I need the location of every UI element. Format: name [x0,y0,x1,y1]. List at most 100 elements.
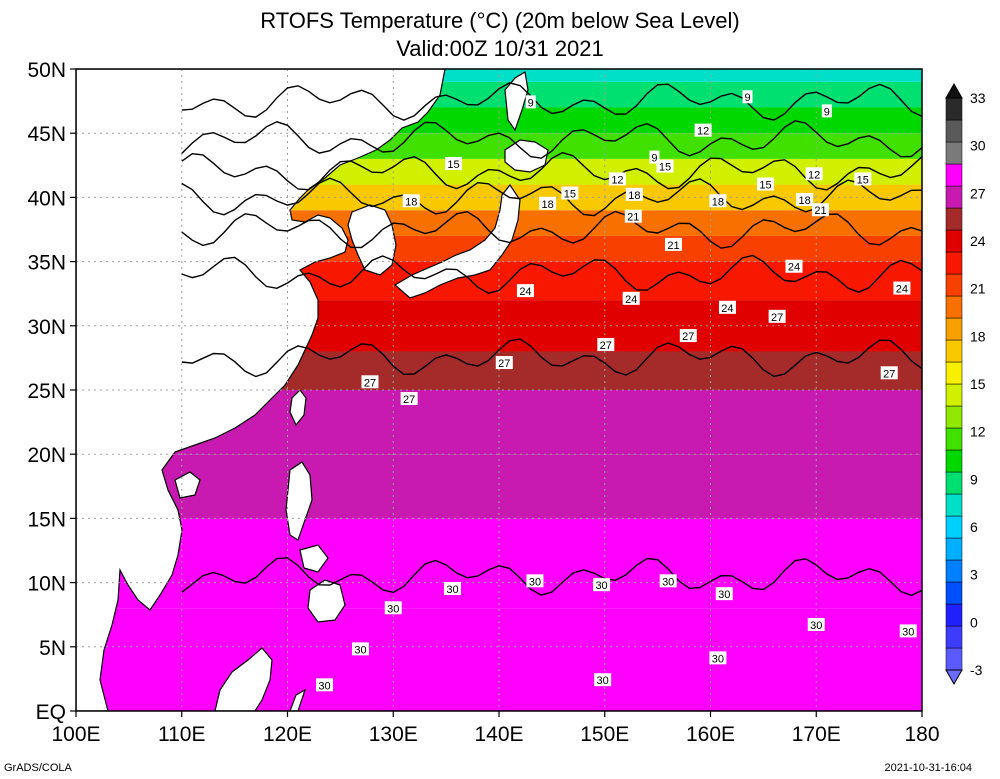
contour-label-bg [756,177,774,191]
contour-label: 27 [364,377,376,389]
contour-label-bg [796,192,814,206]
sakhalin [504,71,529,132]
contour-label-bg [351,642,369,656]
x-tick-label: 150E [580,723,629,746]
colorbar-swatch [945,163,963,187]
colorbar-swatch [945,515,963,539]
contour-label-bg [593,578,611,592]
contour-label: 15 [564,189,576,201]
contour-label-bg [608,172,626,186]
contour-label: 30 [712,653,724,665]
x-tick-label: 130E [369,723,418,746]
colorbar-swatch [945,185,963,209]
contour-label-bg [525,95,536,109]
contour-label-bg [768,309,786,323]
contour-lines [181,82,922,597]
colorbar-swatch [945,229,963,253]
x-tick-label: 120E [263,723,312,746]
contour-labels: 9 9 9 9 12 12 12 15 15 15 15 15 18 18 18 18 18 21 21 21 24 24… [316,90,917,692]
contour-label-bg [785,259,803,273]
colorbar-swatch [945,625,963,649]
asia-mainland [76,69,446,711]
colorbar-swatch [945,119,963,143]
contour-label-bg [742,90,753,104]
colorbar-label: 27 [970,185,986,201]
colorbar-label: 15 [970,376,986,392]
colorbar-label: 9 [970,471,978,487]
contour-label-bg [622,291,640,305]
contour-label-bg [805,167,823,181]
y-tick-label: 25N [27,380,66,403]
contour-label-bg [821,104,832,118]
colorbar-swatch [945,449,963,473]
colorbar-swatch [945,251,963,275]
contour-label-bg [899,624,917,638]
colorbar-swatch [945,559,963,583]
colorbar-label: 12 [970,424,986,440]
contour-label-bg [443,582,461,596]
colorbar-swatch [945,361,963,385]
contour-label-bg [893,281,911,295]
x-tick-label: 180 [904,723,939,746]
contour-label: 30 [387,603,399,615]
colorbar-label: 33 [970,90,986,106]
contour-label: 30 [662,576,674,588]
contour-label-bg [709,651,727,665]
x-tick-label: 110E [158,723,206,746]
colorbar-swatch [945,427,963,451]
x-tick-label: 170E [792,723,841,746]
contour-label: 18 [712,196,724,208]
contour-label-bg [811,203,829,217]
axes: 100E 110E 120E 130E 140E 150E 160E 170E 180 EQ 5N 1… [27,59,939,746]
y-tick-label: 35N [27,252,66,275]
contour-label: 27 [403,394,415,406]
contour-label: 24 [519,286,531,298]
contour-label: 30 [718,589,730,601]
contour-label-bg [384,601,402,615]
contour-label-bg [679,329,697,343]
contour-label-bg [656,159,674,173]
colorbar-swatch [945,405,963,429]
contour-label: 9 [824,106,830,118]
japan-honshu [393,183,521,299]
contour-label: 12 [697,126,709,138]
contour-label: 30 [318,680,330,692]
contour-label-bg [516,284,534,298]
contour-label: 27 [771,312,783,324]
y-tick-label: 30N [27,316,66,339]
contour-label-bg [594,673,612,687]
contour-label-bg [361,375,379,389]
chart-title: RTOFS Temperature (°C) (20m below Sea Le… [260,8,740,33]
contour-label-bg [561,186,579,200]
contour-label: 12 [611,174,623,186]
contour-line-24 [181,254,922,294]
colorbar-min-arrow [945,669,963,686]
colorbar-label: 6 [970,519,978,535]
contour-label: 18 [798,195,810,207]
contour-label: 9 [528,97,534,109]
colorbar-label: 0 [970,614,978,630]
contour-label-bg [539,196,557,210]
y-tick-label: 10N [27,573,66,596]
colorbar-swatch [945,537,963,561]
colorbar-swatch [945,647,963,671]
temperature-band [76,518,922,609]
colorbar-swatch [945,207,963,231]
contour-label: 30 [902,626,914,638]
y-tick-label: 20N [27,444,66,467]
contour-line-9 [181,82,922,121]
contour-label-bg [400,391,418,405]
colorbar-label: 24 [970,233,986,249]
contour-label: 27 [600,340,612,352]
contour-line-30 [181,557,922,597]
contour-line-12 [181,120,922,159]
colorbar-swatch [945,317,963,341]
contour-label: 15 [857,174,869,186]
colorbar-swatch [945,339,963,363]
contour-label: 9 [744,92,750,104]
contour-label-bg [715,587,733,601]
colorbar-label: 21 [970,281,986,297]
colorbar-swatch [945,471,963,495]
contour-label-bg [807,617,825,631]
contour-label: 30 [446,584,458,596]
